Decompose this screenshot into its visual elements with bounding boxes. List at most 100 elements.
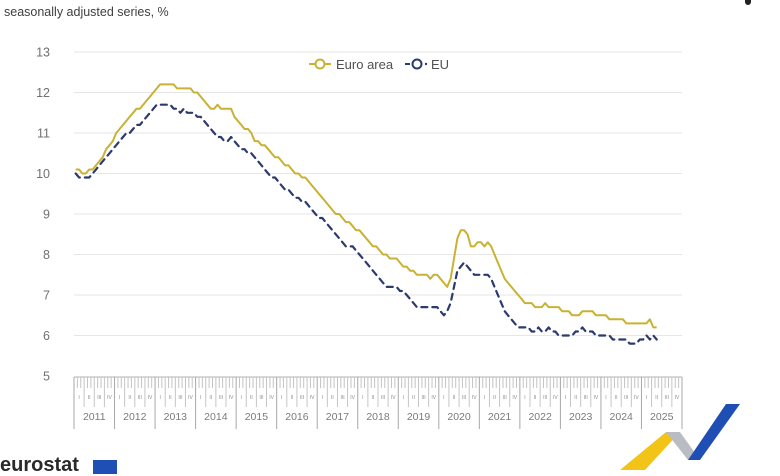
quarter-label: IV <box>229 395 234 401</box>
quarter-label: II <box>290 395 293 401</box>
series-line-eu <box>74 103 658 345</box>
year-label: 2025 <box>650 411 674 423</box>
y-tick-label: 12 <box>36 86 50 100</box>
quarter-label: II <box>412 395 415 401</box>
quarter-label: II <box>453 395 456 401</box>
y-axis-ticks: 5 6 7 8 9 10 11 12 13 <box>36 46 50 384</box>
quarter-label: II <box>574 395 577 401</box>
year-label: 2013 <box>164 411 188 423</box>
year-label: 2018 <box>366 411 390 423</box>
quarter-label: I <box>362 395 363 401</box>
quarter-label: II <box>372 395 375 401</box>
quarter-label: I <box>322 395 323 401</box>
y-tick-label: 6 <box>43 329 50 343</box>
quarter-label: III <box>503 395 507 401</box>
year-label: 2020 <box>447 411 471 423</box>
eurostat-logo-text: eurostat <box>0 454 79 476</box>
quarter-label: II <box>615 395 618 401</box>
quarter-label: I <box>605 395 606 401</box>
quarter-label: I <box>119 395 120 401</box>
series-lines <box>74 83 658 345</box>
year-label: 2022 <box>528 411 552 423</box>
quarter-label: I <box>565 395 566 401</box>
quarter-label: IV <box>107 395 112 401</box>
quarter-label: IV <box>553 395 558 401</box>
legend-marker-eu <box>411 58 423 70</box>
legend-item-euro-area[interactable]: Euro area <box>309 57 394 72</box>
y-tick-label: 11 <box>37 127 50 141</box>
quarter-label: III <box>422 395 426 401</box>
quarter-label: I <box>159 395 160 401</box>
quarter-label: IV <box>310 395 315 401</box>
year-label: 2017 <box>326 411 350 423</box>
y-tick-label: 7 <box>43 289 50 303</box>
quarter-label: III <box>97 395 101 401</box>
y-tick-label: 10 <box>36 167 50 181</box>
quarter-label: I <box>78 395 79 401</box>
year-label: 2015 <box>245 411 269 423</box>
quarter-label: III <box>138 395 142 401</box>
menu-dot-icon[interactable] <box>745 0 751 5</box>
year-label: 2024 <box>610 411 634 423</box>
quarter-label: II <box>331 395 334 401</box>
eu-flag-icon <box>93 460 117 474</box>
quarter-label: I <box>524 395 525 401</box>
quarter-label: IV <box>269 395 274 401</box>
quarter-label: IV <box>431 395 436 401</box>
legend-label-eu: EU <box>431 57 449 72</box>
quarter-label: III <box>259 395 263 401</box>
year-label: 2016 <box>285 411 309 423</box>
quarter-label: III <box>665 395 669 401</box>
quarter-label: IV <box>188 395 193 401</box>
year-label: 2014 <box>204 411 228 423</box>
legend-marker-euro-area <box>314 58 326 70</box>
quarter-label: II <box>88 395 91 401</box>
year-label: 2011 <box>83 411 106 423</box>
quarter-label: III <box>584 395 588 401</box>
quarter-label: II <box>128 395 131 401</box>
eurostat-swoosh-logo <box>620 404 740 470</box>
quarter-label: III <box>462 395 466 401</box>
series-line-euro-area <box>75 83 657 329</box>
y-tick-label: 9 <box>43 208 50 222</box>
quarter-label: III <box>381 395 385 401</box>
quarter-label: III <box>300 395 304 401</box>
quarter-label: III <box>624 395 628 401</box>
quarter-label: I <box>646 395 647 401</box>
quarter-label: II <box>209 395 212 401</box>
legend: Euro area EU <box>309 57 449 72</box>
quarter-label: IV <box>472 395 477 401</box>
quarter-label: IV <box>148 395 153 401</box>
y-tick-label: 5 <box>43 370 50 384</box>
year-label: 2021 <box>488 411 512 423</box>
quarter-label: II <box>534 395 537 401</box>
quarter-label: II <box>493 395 496 401</box>
quarter-label: II <box>169 395 172 401</box>
legend-label-euro-area: Euro area <box>336 57 394 72</box>
quarter-label: III <box>340 395 344 401</box>
quarter-label: I <box>200 395 201 401</box>
y-tick-label: 13 <box>36 46 50 60</box>
quarter-label: II <box>250 395 253 401</box>
quarter-label: III <box>219 395 223 401</box>
legend-item-eu[interactable]: EU <box>405 57 449 72</box>
quarter-label: III <box>178 395 182 401</box>
quarter-label: IV <box>593 395 598 401</box>
quarter-label: IV <box>391 395 396 401</box>
year-label: 2023 <box>569 411 593 423</box>
y-tick-label: 8 <box>43 248 50 262</box>
quarter-label: I <box>241 395 242 401</box>
quarter-label: III <box>543 395 547 401</box>
quarter-label: IV <box>350 395 355 401</box>
quarter-label: II <box>655 395 658 401</box>
quarter-label: I <box>484 395 485 401</box>
chart-subtitle: seasonally adjusted series, % <box>4 5 169 19</box>
quarter-label: IV <box>634 395 639 401</box>
legend-dash-eu <box>424 62 428 66</box>
quarter-label: I <box>403 395 404 401</box>
year-label: 2012 <box>123 411 147 423</box>
year-label: 2019 <box>407 411 431 423</box>
quarter-label: IV <box>675 395 680 401</box>
